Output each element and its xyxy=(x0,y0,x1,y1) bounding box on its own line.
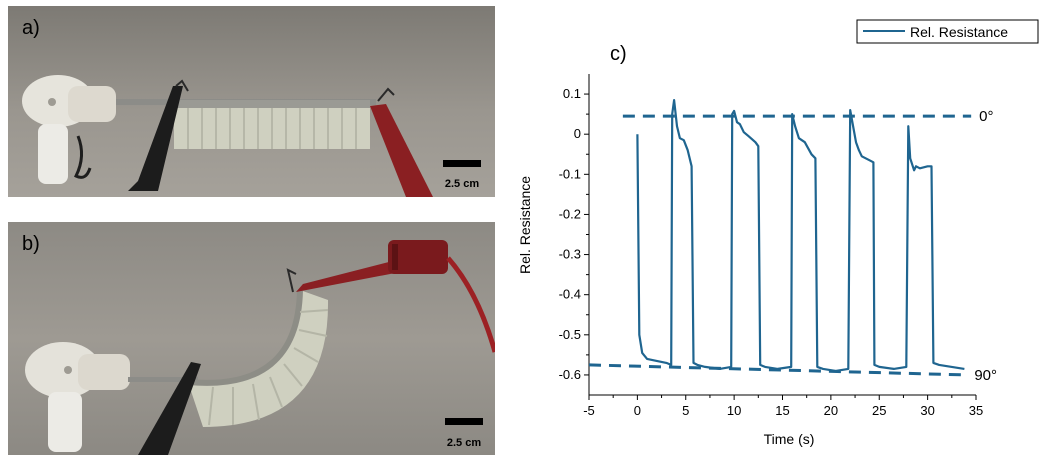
x-tick-label: 10 xyxy=(727,403,741,418)
y-tick-label: 0 xyxy=(574,126,581,141)
series-line-rel-resistance xyxy=(636,99,965,372)
motor-housing xyxy=(22,75,116,184)
panel-a-label: a) xyxy=(22,17,40,39)
black-probe xyxy=(138,362,201,455)
y-tick-label: -0.5 xyxy=(559,327,581,342)
x-axis-label: Time (s) xyxy=(764,431,815,447)
y-tick-label: -0.6 xyxy=(559,367,581,382)
photo-panel-a: 2.5 cm a) xyxy=(8,6,495,197)
photo-panel-b: 2.5 cm b) xyxy=(8,222,495,455)
x-tick-label: 15 xyxy=(775,403,789,418)
scale-bar-label: 2.5 cm xyxy=(447,437,481,449)
black-probe xyxy=(128,86,183,191)
chart-panel-c: c) Rel. Resistance -5 0 5 10 15 20 25 30 35 0.1 0-… xyxy=(505,0,1039,466)
panel-b-label: b) xyxy=(22,233,40,255)
x-tick-label: 20 xyxy=(824,403,838,418)
soft-actuator-bent xyxy=(187,289,329,427)
x-tick-label: 25 xyxy=(872,403,886,418)
bent-actuator-photo: 2.5 cm b) xyxy=(8,222,495,455)
x-tick-label: 30 xyxy=(920,403,934,418)
legend-box xyxy=(856,19,1039,44)
legend: Rel. Resistance xyxy=(856,19,1039,44)
red-probe xyxy=(286,240,495,353)
red-probe xyxy=(370,104,433,197)
y-tick-label: -0.2 xyxy=(559,206,581,221)
y-tick-label: 0.1 xyxy=(563,86,581,101)
legend-label: Rel. Resistance xyxy=(910,24,1008,40)
reference-label-0deg: 0° xyxy=(979,108,993,125)
resistance-chart: c) Rel. Resistance -5 0 5 10 15 20 25 30 350.10-… xyxy=(517,19,1039,447)
y-tick-label: -0.1 xyxy=(559,166,581,181)
scale-bar-label: 2.5 cm xyxy=(445,178,479,190)
x-tick-label: 5 xyxy=(682,403,689,418)
x-tick-label: -5 xyxy=(583,403,595,418)
y-tick-label: -0.4 xyxy=(559,287,581,302)
plot-area: -5 0 5 10 15 20 25 30 35 0.1 0 -0.1 -0.2 -0.3 -0.4 -0.5… xyxy=(559,74,997,418)
y-tick-label: -0.3 xyxy=(559,247,581,262)
metal-rod xyxy=(128,377,198,382)
scale-bar xyxy=(443,160,481,167)
x-tick-label: 35 xyxy=(969,403,983,418)
straight-actuator-photo: 2.5 cm a) xyxy=(8,6,495,197)
panel-c-label: c) xyxy=(610,43,627,65)
y-axis-label: Rel. Resistance xyxy=(517,176,533,274)
reference-label-90deg: 90° xyxy=(974,367,997,384)
soft-actuator-straight xyxy=(174,100,370,149)
x-tick-label: 0 xyxy=(634,403,641,418)
motor-housing xyxy=(25,342,130,452)
scale-bar xyxy=(445,418,483,425)
